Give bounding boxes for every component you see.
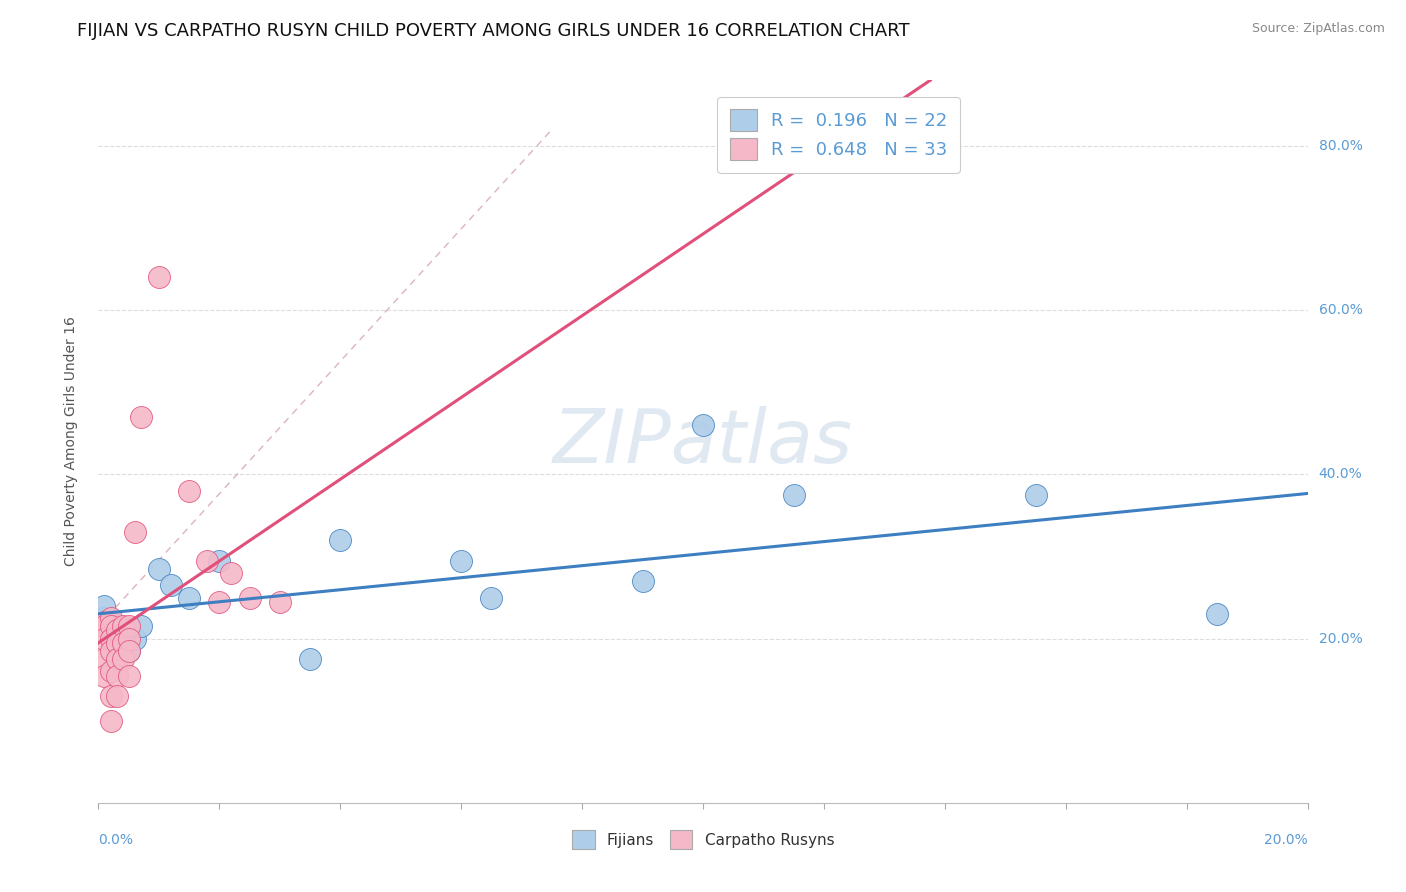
Point — [148, 562, 170, 576]
Point — [105, 624, 128, 638]
Point — [129, 409, 152, 424]
Point — [100, 665, 122, 679]
Point — [481, 591, 503, 605]
Point — [93, 619, 115, 633]
Point — [100, 644, 122, 658]
Point — [111, 636, 134, 650]
Point — [179, 591, 201, 605]
Point — [100, 632, 122, 646]
Point — [105, 652, 128, 666]
Point — [179, 483, 201, 498]
Point — [105, 689, 128, 703]
Text: 20.0%: 20.0% — [1264, 833, 1308, 847]
Text: 40.0%: 40.0% — [1319, 467, 1362, 482]
Point — [118, 668, 141, 682]
Point — [118, 644, 141, 658]
Legend: Fijians, Carpatho Rusyns: Fijians, Carpatho Rusyns — [564, 822, 842, 856]
Point — [124, 524, 146, 539]
Point — [100, 611, 122, 625]
Point — [100, 689, 122, 703]
Point — [93, 611, 115, 625]
Point — [93, 652, 115, 666]
Point — [105, 636, 128, 650]
Point — [450, 553, 472, 567]
Point — [111, 652, 134, 666]
Point — [93, 632, 115, 646]
Point — [118, 619, 141, 633]
Point — [148, 270, 170, 285]
Point — [299, 652, 322, 666]
Text: 0.0%: 0.0% — [98, 833, 134, 847]
Text: 80.0%: 80.0% — [1319, 139, 1362, 153]
Point — [221, 566, 243, 580]
Text: 20.0%: 20.0% — [1319, 632, 1362, 646]
Point — [1206, 607, 1229, 621]
Point — [105, 668, 128, 682]
Point — [124, 632, 146, 646]
Point — [208, 594, 231, 608]
Point — [129, 619, 152, 633]
Point — [239, 591, 262, 605]
Point — [111, 636, 134, 650]
Point — [111, 619, 134, 633]
Point — [631, 574, 654, 588]
Point — [1024, 488, 1046, 502]
Text: 60.0%: 60.0% — [1319, 303, 1362, 318]
Point — [118, 632, 141, 646]
Point — [208, 553, 231, 567]
Y-axis label: Child Poverty Among Girls Under 16: Child Poverty Among Girls Under 16 — [63, 317, 77, 566]
Text: Source: ZipAtlas.com: Source: ZipAtlas.com — [1251, 22, 1385, 36]
Point — [93, 599, 115, 613]
Point — [195, 553, 218, 567]
Point — [100, 714, 122, 728]
Point — [100, 615, 122, 630]
Point — [269, 594, 291, 608]
Point — [118, 624, 141, 638]
Text: ZIPatlas: ZIPatlas — [553, 406, 853, 477]
Point — [105, 619, 128, 633]
Point — [692, 418, 714, 433]
Point — [329, 533, 352, 547]
Point — [93, 668, 115, 682]
Point — [160, 578, 183, 592]
Point — [783, 488, 806, 502]
Point — [100, 619, 122, 633]
Point — [93, 615, 115, 630]
Text: FIJIAN VS CARPATHO RUSYN CHILD POVERTY AMONG GIRLS UNDER 16 CORRELATION CHART: FIJIAN VS CARPATHO RUSYN CHILD POVERTY A… — [77, 22, 910, 40]
Point — [118, 644, 141, 658]
